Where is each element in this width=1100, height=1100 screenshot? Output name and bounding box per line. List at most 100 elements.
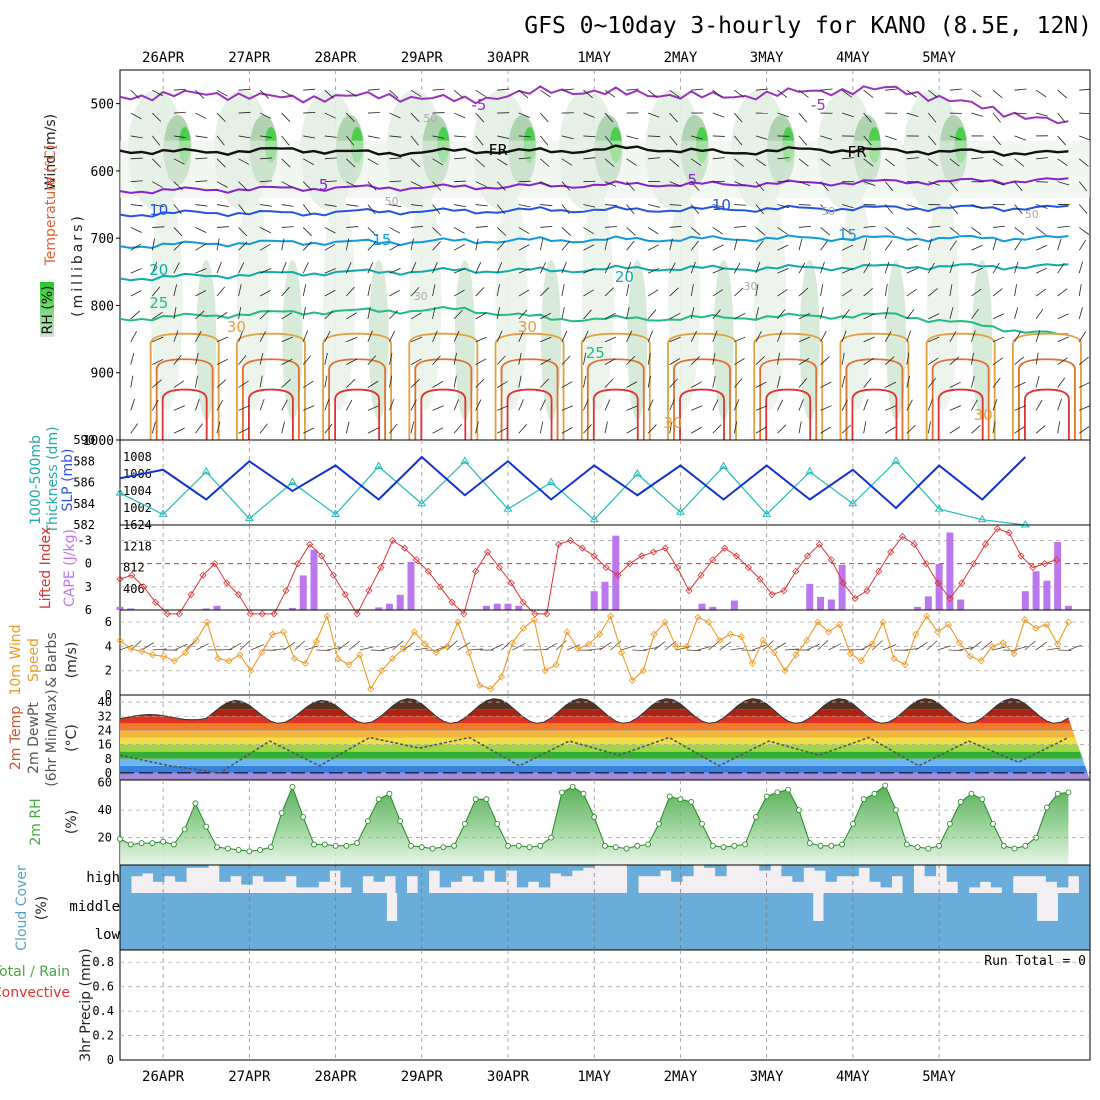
wind-barb	[216, 135, 225, 146]
cape-bar	[213, 605, 221, 610]
wind-barb	[324, 352, 328, 365]
wind-barb	[1079, 112, 1090, 115]
wind-speed-point	[803, 636, 811, 644]
wind-barb	[540, 358, 551, 366]
surface-wind-barb	[926, 640, 938, 651]
wind-barb	[841, 267, 854, 274]
lifted-index-point	[175, 610, 183, 618]
li-tick-label: -3	[78, 533, 92, 547]
wind-barb	[130, 243, 142, 251]
wind-barb	[734, 181, 746, 187]
wind-barb	[238, 307, 242, 319]
surface-wind-barb	[719, 641, 732, 651]
wind-barb	[583, 399, 589, 411]
wind-barb	[734, 378, 743, 388]
wind-barb	[647, 399, 654, 411]
wind-speed-point	[541, 667, 549, 675]
surface-wind-barb	[468, 648, 483, 651]
cape-bar	[375, 607, 383, 610]
wind-barb	[583, 268, 595, 274]
wind-barb	[1078, 227, 1090, 235]
wind-barb	[324, 423, 333, 434]
wind-barb	[152, 112, 162, 122]
wind-barb	[647, 424, 657, 434]
cloud-cell	[120, 865, 132, 893]
wind-barb	[346, 312, 357, 320]
wind-barb	[432, 158, 444, 166]
wind-speed-point	[596, 630, 604, 638]
wind-barb	[518, 227, 530, 234]
wind-barb	[281, 181, 293, 188]
cape-bar	[288, 607, 296, 610]
wind-barb	[1057, 288, 1068, 297]
wind-barb	[152, 89, 164, 97]
wind-barb	[949, 405, 962, 411]
wind-barb	[971, 399, 978, 411]
wind-barb	[496, 261, 503, 274]
ylabel-10m-wind: 10m Wind	[8, 624, 24, 695]
wind-barb	[928, 158, 939, 167]
cloud-cell	[514, 893, 526, 921]
wind-speed-point	[181, 648, 189, 657]
wind-barb	[971, 375, 975, 388]
wind-barb	[195, 268, 207, 274]
cloud-cell	[684, 893, 697, 921]
cloud-cell	[652, 893, 665, 921]
wind-barb	[863, 377, 872, 388]
wind-barb	[626, 330, 633, 342]
cloud-cell	[962, 893, 974, 921]
rh-blob	[282, 260, 303, 420]
rh-blob	[926, 190, 959, 410]
wind-barb	[518, 135, 531, 138]
wind-speed-point	[116, 636, 124, 644]
wind-barb	[992, 313, 1005, 320]
wind-barb	[777, 424, 787, 434]
cloud-cell	[1079, 921, 1091, 950]
wind-barb	[647, 289, 659, 297]
wind-speed-point	[225, 657, 233, 665]
cloud-cell	[834, 921, 846, 950]
cape-bar	[612, 535, 620, 610]
cape-tick-label: 1218	[123, 539, 152, 553]
wind-barb	[324, 157, 337, 160]
cloud-cell	[930, 893, 942, 921]
warm-contour	[408, 332, 479, 440]
wind-barb	[152, 181, 163, 188]
lifted-index-line	[119, 528, 1057, 615]
cape-ylabels: Lifted Index CAPE (J/kg)	[38, 527, 78, 609]
wind-barb	[281, 238, 285, 251]
wind-barb	[992, 158, 1003, 167]
cloud-cell	[695, 921, 707, 950]
wind-barb	[346, 336, 358, 343]
wind-barb	[410, 262, 417, 274]
wind-barb	[281, 358, 293, 366]
wind-barb	[712, 244, 724, 251]
wind-barb	[302, 241, 312, 251]
cloud-cell	[802, 893, 814, 921]
wind-barb	[906, 157, 919, 160]
cloud-cell	[215, 921, 227, 950]
wind-barb	[669, 336, 681, 343]
wind-speed-point	[1043, 621, 1051, 629]
wind-barb	[496, 181, 506, 191]
wind-barb	[346, 89, 357, 97]
thickness-point	[719, 461, 728, 470]
cloud-cell	[716, 921, 728, 950]
wind-barb	[906, 288, 917, 297]
cloud-cell	[652, 921, 665, 950]
rh-point	[946, 820, 953, 827]
wind-barb	[949, 307, 954, 320]
wind-barb	[647, 268, 660, 274]
rh-blob	[368, 260, 389, 420]
wind-barb	[303, 427, 315, 434]
wind-barb	[130, 135, 143, 139]
temp-tick-label: 0	[105, 766, 112, 780]
wind-barb	[992, 336, 1005, 343]
cloud-cell	[866, 921, 878, 950]
wind-barb	[928, 112, 937, 123]
wind-barb	[367, 330, 373, 342]
rh-point	[1022, 842, 1029, 849]
rh-point	[127, 841, 134, 848]
rh-point	[903, 841, 910, 848]
wind-barb	[992, 421, 996, 434]
